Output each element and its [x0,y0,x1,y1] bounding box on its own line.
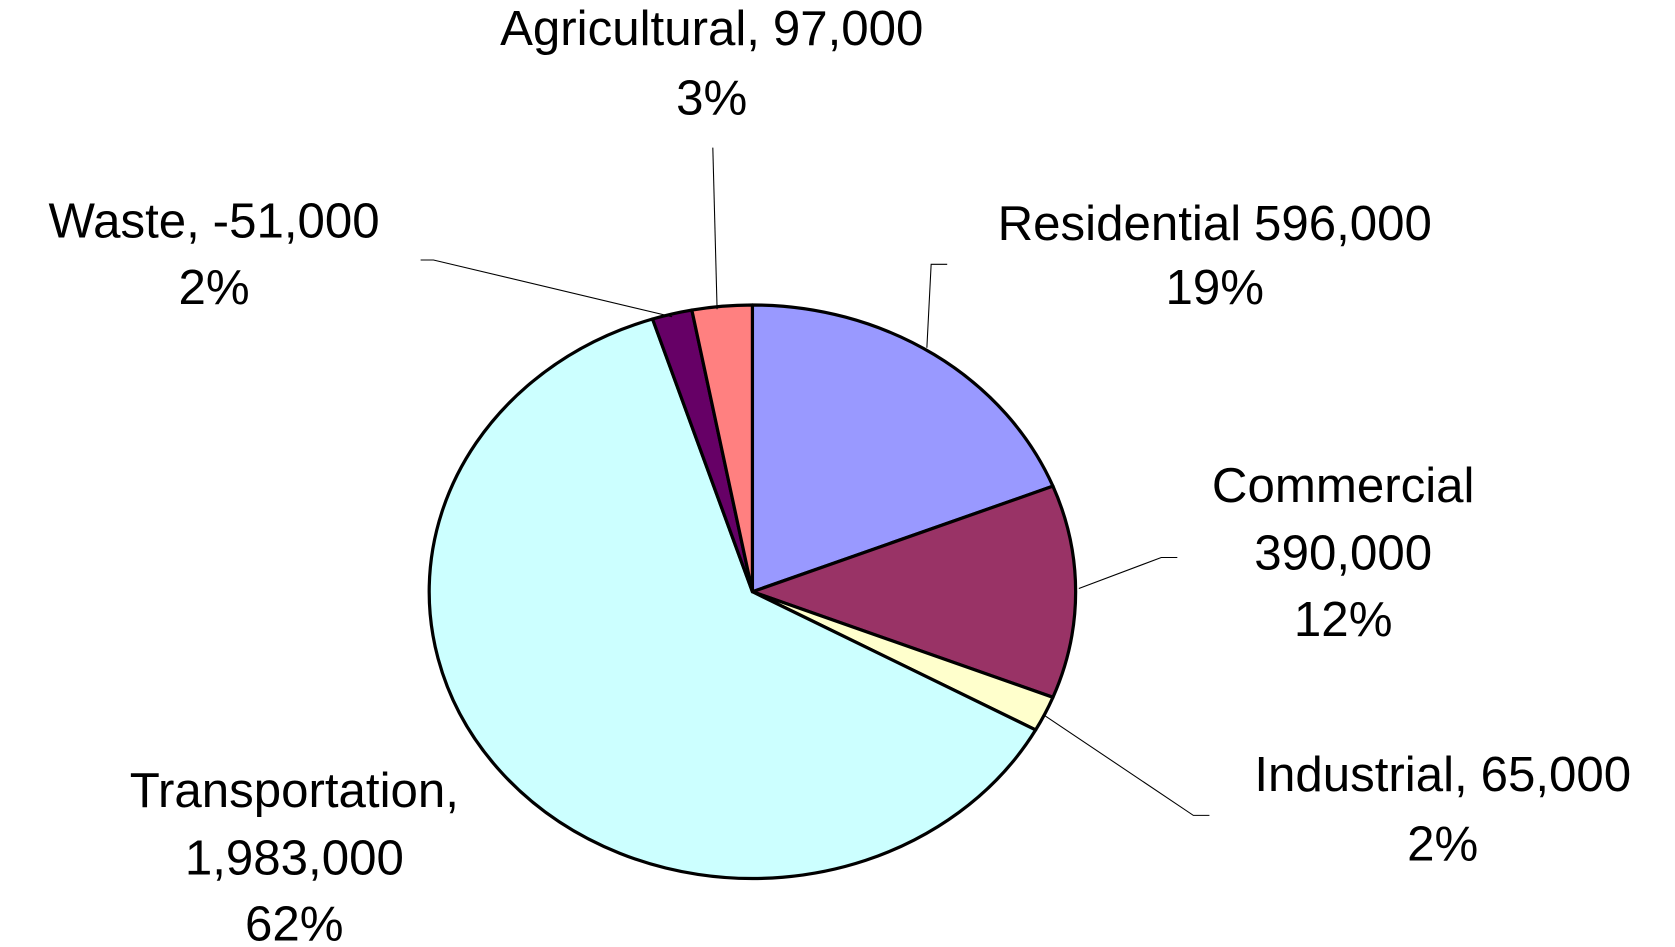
slice-label: 12% [1294,592,1393,647]
pie-slice [690,303,755,594]
slice-label-part: Commercial [1212,458,1475,513]
slice-label: Commercial [1212,458,1475,513]
slice-label-part: 390,000 [1254,525,1432,580]
slice-label-part: 2% [1407,816,1478,871]
pie-slice [750,303,1055,594]
slice-label: 1,983,000 [185,830,404,885]
slice-label: Transportation, [130,763,459,818]
slice-label-part: Industrial, [1254,747,1467,802]
slice-label: 3% [676,71,747,126]
slice-label-part: 97,000 [773,1,924,56]
slice-label-part: 596,000 [1254,196,1432,251]
leader-line [1078,556,1178,590]
slice-label: 19% [1166,260,1265,315]
slice-label: 62% [245,897,344,947]
leader-line [712,147,718,310]
slice-label-part: 65,000 [1481,747,1632,802]
slice-label-part: 62% [245,897,344,947]
slice-label-part: Agricultural, [500,1,760,56]
slice-label: Agricultural, 97,000 [500,1,923,56]
slice-label-part: Transportation, [130,763,459,818]
leader-line [1043,714,1210,816]
slice-label: Waste, -51,000 [48,194,379,249]
slice-label-part: Waste, [48,194,199,249]
leader-line [926,263,948,348]
slice-label: 2% [1407,816,1478,871]
slice-label-part: 3% [676,71,747,126]
slice-label: Industrial, 65,000 [1254,747,1631,802]
slice-label-part: Residential [998,196,1242,251]
slice-label: 2% [178,260,249,315]
slice-label-part: 2% [178,260,249,315]
slice-label: 390,000 [1254,525,1432,580]
leader-line [420,259,673,318]
pie-slice [750,484,1078,699]
pie-slice [427,317,1038,881]
slice-label-part: -51,000 [213,194,380,249]
slice-label-part: 1,983,000 [185,830,404,885]
slice-label-part: 19% [1166,260,1265,315]
slice-label-part: 12% [1294,592,1393,647]
slice-label: Residential 596,000 [998,196,1432,251]
